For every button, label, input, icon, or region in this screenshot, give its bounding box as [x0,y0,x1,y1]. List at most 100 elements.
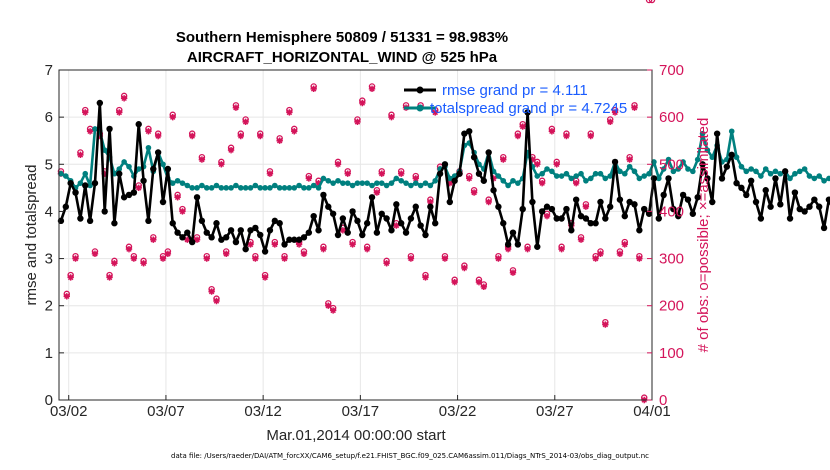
rmse-point [300,234,308,241]
rmse-point [339,215,347,222]
spread-point [699,130,706,137]
obs-assimilated-marker [606,118,614,126]
spread-point [772,168,779,175]
rmse-point [806,203,813,210]
y-tick-label-right: 500 [659,156,684,173]
rmse-point [86,217,94,225]
obs-assimilated-marker [329,307,337,314]
obs-assimilated-marker [480,283,488,291]
rmse-point [427,203,434,210]
rmse-point [237,227,244,234]
spread-point [252,182,259,189]
obs-assimilated-marker [373,189,381,196]
rmse-point [359,231,366,239]
rmse-point [286,236,293,243]
obs-assimilated-marker [344,170,351,177]
spread-point [417,182,424,189]
obs-assimilated-marker [179,208,186,215]
rmse-point [373,229,381,236]
rmse-point [315,227,322,234]
spread-point [534,173,541,179]
spread-point [427,182,434,189]
x-tick-label: 04/01 [633,403,671,420]
spread-point [656,175,662,182]
y-tick-label-left: 1 [45,345,53,362]
spread-point [383,182,390,189]
obs-assimilated-marker [257,132,264,140]
rmse-point [388,227,395,234]
spread-point [189,185,195,191]
obs-assimilated-marker [461,264,468,272]
obs-assimilated-marker [67,274,74,281]
obs-assimilated-marker [621,241,628,248]
rmse-point [247,227,254,234]
rmse-point [432,220,439,227]
obs-assimilated-marker [111,260,118,267]
obs-assimilated-marker [325,302,332,309]
spread-point [378,180,385,186]
obs-assimilated-marker [470,189,478,196]
rmse-point [441,161,449,168]
spread-point [510,177,516,184]
obs-assimilated-marker [451,278,458,286]
obs-assimilated-marker [154,132,162,140]
spread-point [801,166,808,172]
y-axis-label-right: # of obs: o=possible; ×=assimilated [695,118,712,353]
spread-point [539,170,545,177]
spread-point [748,166,754,172]
obs-assimilated-marker [626,156,633,163]
obs-assimilated-marker [63,293,70,300]
rmse-point [159,198,167,206]
spread-point [446,175,453,182]
rmse-point [257,231,264,239]
spread-point [194,185,200,191]
rmse-point [777,201,784,208]
obs-assimilated-marker [120,95,128,102]
spread-point [247,185,254,191]
rmse-point [762,187,769,194]
obs-assimilated-marker [334,161,342,168]
y-tick-label-right: 200 [659,298,684,315]
spread-point [821,177,827,184]
obs-assimilated-marker [218,161,225,168]
rmse-point [164,165,172,173]
rmse-point [791,189,799,196]
obs-assimilated-marker [363,245,371,253]
obs-assimilated-marker [101,170,108,177]
rmse-point [534,243,541,250]
obs-assimilated-marker [271,241,279,248]
obs-assimilated-marker [495,255,502,262]
obs-assimilated-marker [276,137,283,144]
obs-assimilated-marker [310,85,317,93]
rmse-point [320,191,327,199]
spread-point [199,182,205,189]
rmse-point [679,191,687,199]
rmse-point [120,194,128,201]
spread-point [213,182,220,189]
rmse-point [223,234,230,241]
spread-point [218,185,225,191]
spread-point [184,182,191,189]
spread-point [583,177,589,184]
spread-point [374,180,380,186]
rmse-point [621,212,628,220]
rmse-point [626,198,633,206]
rmse-point [495,203,502,210]
y-tick-label-left: 3 [45,251,53,268]
obs-assimilated-marker [592,255,599,262]
obs-assimilated-marker [349,241,356,248]
rmse-point [368,194,376,201]
rmse-point [451,177,458,184]
rmse-point [179,234,186,241]
spread-point [607,173,613,179]
spread-point [412,180,419,186]
obs-count-markers [58,0,656,404]
rmse-point [295,236,303,243]
rmse-point [684,196,692,203]
rmse-point [757,215,765,222]
rmse-point [446,198,453,206]
rmse-point [276,220,283,227]
spread-point [422,180,429,186]
obs-assimilated-marker [286,109,293,116]
spread-point [208,185,215,191]
